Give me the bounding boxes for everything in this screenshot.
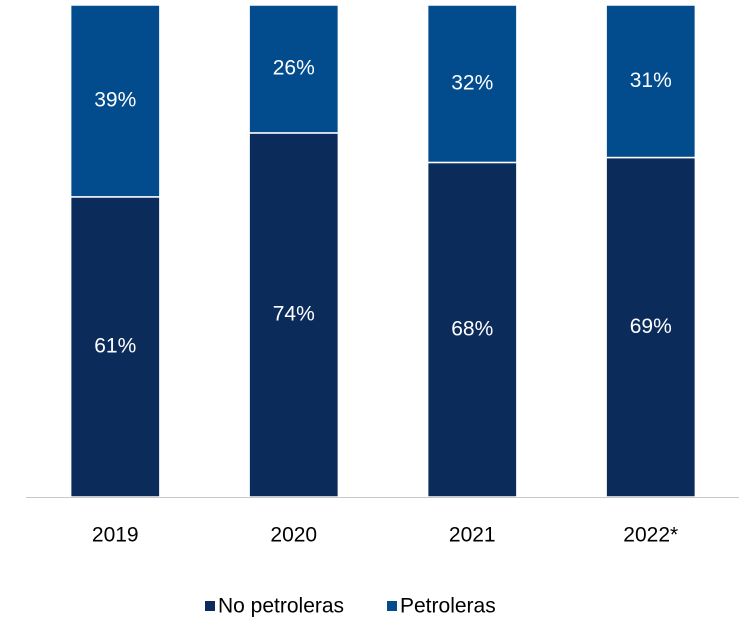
legend-swatch <box>387 601 397 611</box>
data-label: 74% <box>273 303 315 326</box>
x-tick-label: 2021 <box>449 524 496 547</box>
data-label: 68% <box>451 317 493 340</box>
bar-segment <box>605 4 697 159</box>
bar-segment <box>426 161 518 498</box>
legend-label: Petroleras <box>400 595 496 618</box>
bar-segment <box>248 4 340 134</box>
data-label: 26% <box>273 57 315 80</box>
bar-segment <box>69 196 161 498</box>
legend-swatch <box>205 601 215 611</box>
data-label: 32% <box>451 71 493 94</box>
data-label: 39% <box>94 88 136 111</box>
legend-label: No petroleras <box>218 595 344 618</box>
x-tick-label: 2022* <box>623 524 678 547</box>
bar-segment <box>69 4 161 198</box>
data-label: 69% <box>630 315 672 338</box>
x-tick-label: 2020 <box>270 524 317 547</box>
bar-segment <box>426 4 518 164</box>
x-tick-label: 2019 <box>92 524 139 547</box>
data-label: 31% <box>630 69 672 92</box>
data-label: 61% <box>94 334 136 357</box>
